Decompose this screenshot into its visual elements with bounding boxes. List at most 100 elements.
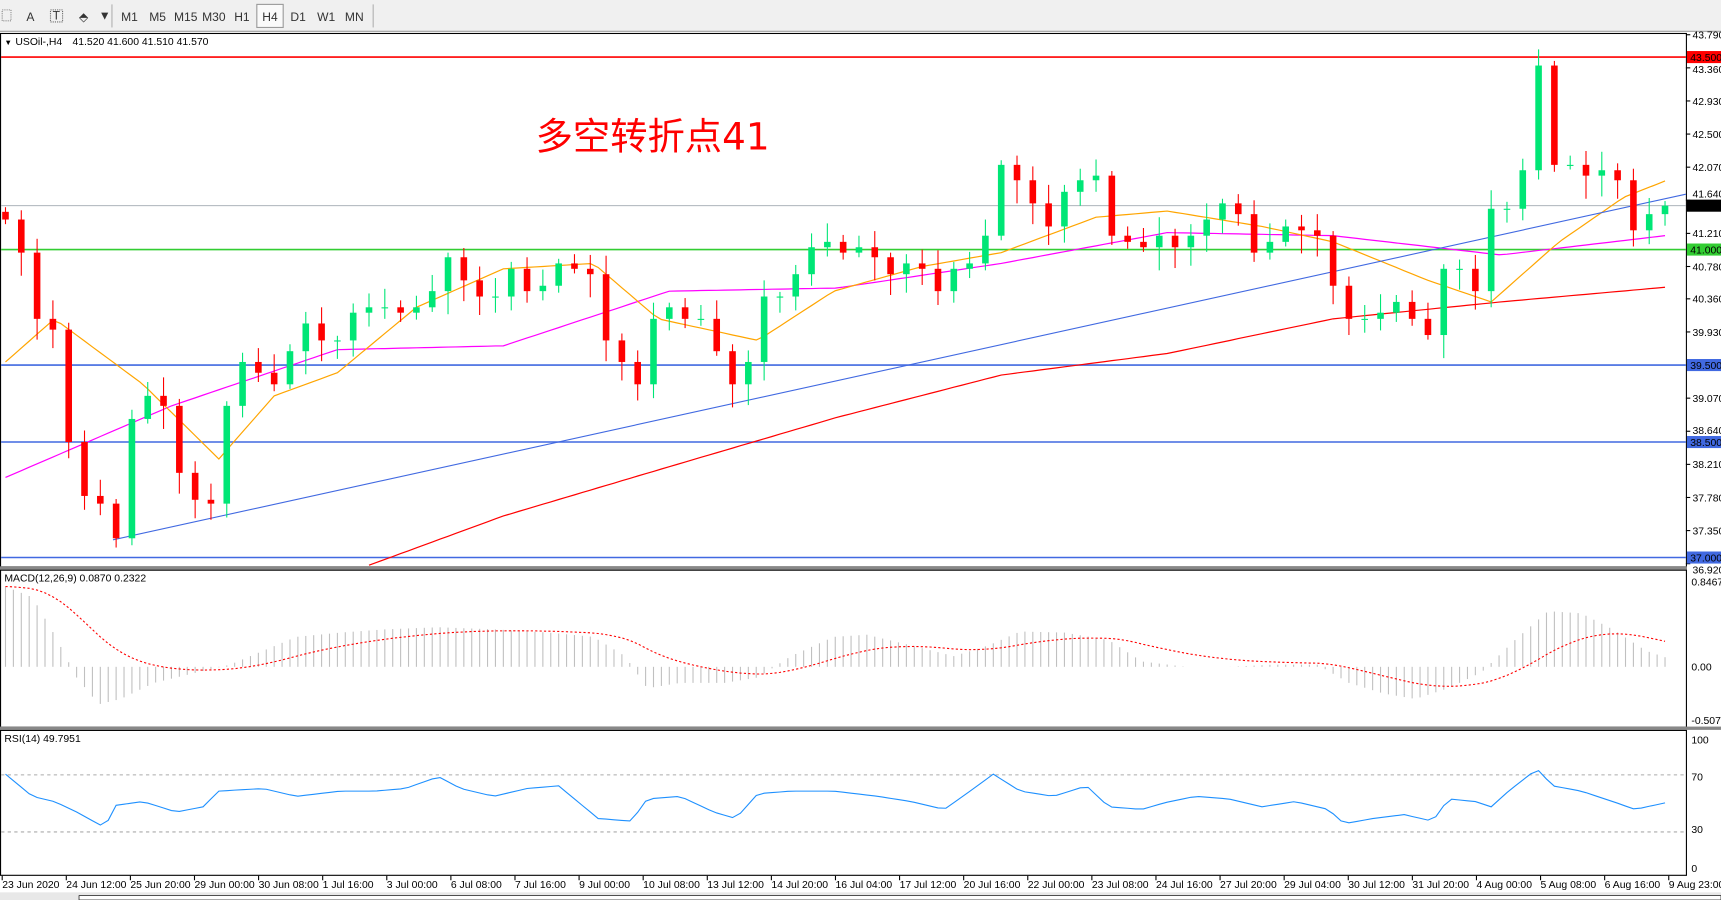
candle-body (1282, 226, 1289, 242)
timeframe-m15[interactable]: M15 (174, 10, 198, 24)
candle-body (1108, 175, 1116, 236)
bull-candle (1203, 203, 1210, 252)
bear-candle (18, 210, 25, 276)
bear-candle (476, 266, 483, 316)
time-label: 30 Jul 12:00 (1348, 880, 1405, 891)
candle-body (381, 307, 389, 309)
time-label: 20 Jul 16:00 (964, 880, 1021, 891)
timeframe-label: M30 (202, 10, 226, 24)
candle-body (302, 323, 310, 352)
candle-body (745, 361, 752, 385)
bull-candle (128, 409, 136, 546)
chevron-down-icon[interactable]: ▼ (4, 38, 12, 47)
candle-body (650, 318, 657, 385)
candle-body (539, 285, 547, 292)
price-chart-panel[interactable]: ▼ USOil-,H4 41.520 41.600 41.510 41.570 … (0, 32, 1687, 568)
bull-candle (381, 288, 389, 319)
bear-candle (839, 234, 847, 260)
ohlc-readout: 41.520 41.600 41.510 41.570 (72, 37, 208, 48)
bear-candle (1614, 163, 1621, 199)
bull-candle (1061, 184, 1068, 243)
timeframe-m30[interactable]: M30 (202, 10, 226, 24)
candle-body (1582, 164, 1590, 176)
bear-candle (1408, 290, 1416, 326)
candle-body (997, 164, 1005, 236)
bear-candle (112, 499, 120, 548)
annotation-text[interactable]: 多空转折点41 (536, 114, 770, 158)
candle-body (1329, 235, 1337, 286)
candle-body (1092, 175, 1100, 181)
candle-body (2, 211, 9, 220)
time-label: 1 Jul 16:00 (323, 880, 374, 891)
bear-candle (176, 398, 183, 494)
current-price-label: 41.570 (1690, 202, 1721, 213)
candle-body (1503, 208, 1511, 210)
timeframe-w1[interactable]: W1 (317, 10, 335, 24)
candle-body (1614, 170, 1621, 181)
trendline[interactable] (112, 193, 1686, 541)
bear-candle (934, 250, 942, 305)
candle-body (33, 252, 41, 319)
arrows-tool-button[interactable]: ⬘ ▼ (79, 9, 111, 24)
candle-body (1124, 235, 1131, 242)
bear-candle (1472, 254, 1479, 310)
bull-candle (745, 350, 752, 406)
timeframe-h1[interactable]: H1 (234, 10, 250, 24)
bear-candle (918, 249, 926, 285)
time-label: 22 Jul 00:00 (1028, 880, 1085, 891)
level-price-label: 43.500 (1690, 53, 1721, 64)
level-price-label: 38.500 (1690, 438, 1721, 449)
candle-body (128, 418, 136, 539)
candle-body (239, 361, 246, 406)
active-timeframe-highlight (256, 3, 284, 28)
bull-candle (808, 233, 815, 286)
bear-candle (49, 300, 57, 349)
macd-panel[interactable]: MACD(12,26,9) 0.0870 0.2322 (0, 569, 1687, 728)
candle-body (760, 296, 768, 362)
candle-body (586, 268, 594, 275)
bull-candle (982, 219, 989, 271)
timeframe-label: M5 (149, 10, 166, 24)
candle-body (934, 268, 942, 292)
level-price-tag (1686, 551, 1721, 564)
trendline-segment[interactable] (112, 193, 1686, 541)
fibonacci-fan-icon[interactable] (1, 9, 12, 22)
candle-body (966, 263, 973, 269)
bull-candle (428, 274, 436, 312)
bear-candle (681, 298, 689, 329)
candle-body (18, 219, 25, 253)
timeframe-d1[interactable]: D1 (290, 10, 306, 24)
moving-average-line (5, 231, 1666, 478)
time-label: 29 Jun 00:00 (194, 880, 254, 891)
bear-candle (1234, 194, 1242, 226)
rsi-panel[interactable]: RSI(14) 49.7951 (0, 729, 1687, 876)
arrows-icon: ⬘ (79, 10, 89, 24)
price-tick-label: 37.780 (1692, 493, 1721, 504)
moving-average-line (368, 286, 1666, 566)
bull-candle (507, 261, 515, 311)
bull-candle (444, 252, 452, 315)
bear-candle (1582, 151, 1590, 199)
candle-body (839, 241, 847, 253)
price-tick-label: 43.790 (1692, 31, 1721, 42)
candle-body (1424, 318, 1432, 336)
time-label: 25 Jun 20:00 (130, 880, 190, 891)
time-label: 6 Aug 16:00 (1605, 880, 1661, 891)
text-tool-button[interactable]: A (26, 10, 35, 24)
price-tick-label: 41.640 (1692, 189, 1721, 200)
timeframe-label: H1 (234, 10, 250, 24)
timeframe-mn[interactable]: MN (345, 10, 364, 24)
candle-body (97, 495, 104, 504)
bull-candle (1566, 155, 1574, 170)
price-tick-label: 39.930 (1692, 328, 1721, 339)
candle-body (1203, 219, 1210, 236)
timeframe-m5[interactable]: M5 (149, 10, 166, 24)
timeframe-label: H4 (262, 10, 278, 24)
price-tick-label: 37.350 (1692, 526, 1721, 537)
text-label-tool-button[interactable]: T (49, 9, 64, 23)
timeframe-h4[interactable]: H4 (256, 3, 284, 28)
macd-title: MACD(12,26,9) 0.0870 0.2322 (4, 574, 146, 585)
time-label: 30 Jun 08:00 (259, 880, 319, 891)
timeframe-m1[interactable]: M1 (121, 10, 138, 24)
